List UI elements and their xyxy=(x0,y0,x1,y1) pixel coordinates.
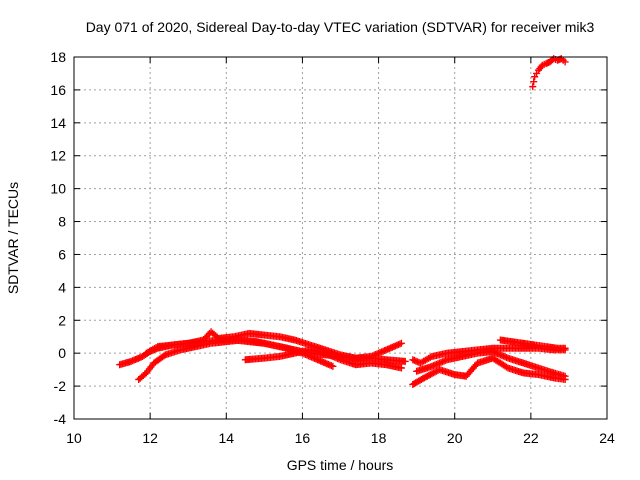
data-point xyxy=(426,353,434,361)
x-tick-label: 20 xyxy=(447,430,463,446)
x-tick-label: 18 xyxy=(371,430,387,446)
y-tick-label: 8 xyxy=(58,214,66,230)
data-point xyxy=(401,357,409,365)
data-point xyxy=(561,58,569,66)
y-tick-label: 18 xyxy=(50,49,66,65)
data-point xyxy=(529,83,537,91)
y-axis-label: SDTVAR / TECUs xyxy=(5,182,21,294)
data-point xyxy=(530,78,538,86)
data-point xyxy=(561,344,569,352)
x-tick-label: 22 xyxy=(523,430,539,446)
x-axis-label: GPS time / hours xyxy=(287,457,394,473)
series-track-f xyxy=(409,354,569,388)
series-track-i xyxy=(529,55,569,91)
x-tick-label: 24 xyxy=(599,430,615,446)
data-point xyxy=(329,362,337,370)
x-tick-label: 12 xyxy=(142,430,158,446)
data-point xyxy=(397,339,405,347)
data-points xyxy=(116,55,569,388)
x-tick-label: 14 xyxy=(218,430,234,446)
data-point xyxy=(141,370,149,378)
x-tick-label: 16 xyxy=(295,430,311,446)
series-track-d xyxy=(241,346,405,372)
series-track-g xyxy=(413,348,569,380)
data-point xyxy=(502,363,510,371)
y-tick-label: 2 xyxy=(58,312,66,328)
data-point xyxy=(561,372,569,380)
y-tick-label: -4 xyxy=(54,411,67,427)
y-tick-label: 6 xyxy=(58,246,66,262)
data-point xyxy=(213,333,221,341)
y-tick-label: 16 xyxy=(50,82,66,98)
y-tick-label: 12 xyxy=(50,148,66,164)
x-tick-label: 10 xyxy=(66,430,82,446)
series-track-h xyxy=(496,336,569,352)
y-tick-label: 0 xyxy=(58,345,66,361)
y-tick-label: 10 xyxy=(50,181,66,197)
y-tick-label: -2 xyxy=(54,378,67,394)
data-point xyxy=(397,364,405,372)
plot-frame xyxy=(73,56,608,420)
y-tick-label: 4 xyxy=(58,279,66,295)
series-track-c xyxy=(142,328,405,362)
data-point xyxy=(152,344,160,352)
y-tick-label: 14 xyxy=(50,115,66,131)
chart-title: Day 071 of 2020, Sidereal Day-to-day VTE… xyxy=(86,19,595,35)
